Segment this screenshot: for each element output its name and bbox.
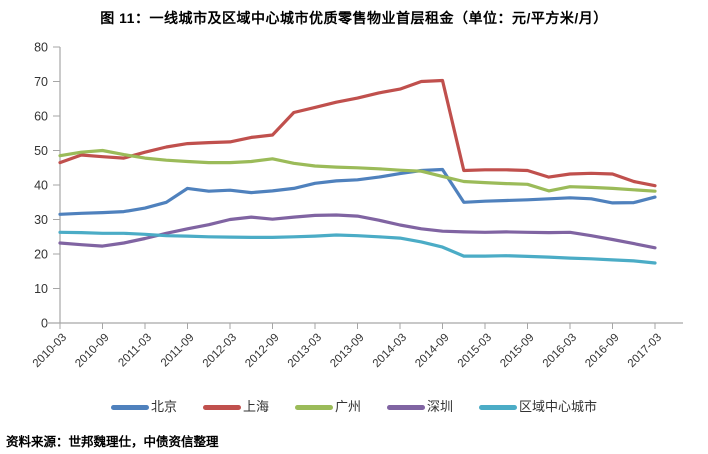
x-tick-label: 2012-03: [201, 332, 239, 370]
y-tick-label: 80: [34, 41, 48, 55]
y-tick-label: 40: [34, 179, 48, 193]
legend-item-shenzhen: 深圳: [387, 397, 453, 417]
y-tick-label: 10: [34, 282, 48, 296]
legend-label-regional-center-cities: 区域中心城市: [519, 399, 598, 414]
x-tick-label: 2010-03: [31, 332, 69, 370]
series-line-guangzhou: [58, 148, 657, 193]
legend-item-shanghai: 上海: [202, 397, 269, 417]
series-line-beijing: [58, 167, 657, 216]
legend-item-guangzhou: 广州: [294, 397, 361, 417]
legend-item-regional-center-cities: 区域中心城市: [479, 397, 597, 417]
chart-title: 图 11：一线城市及区域中心城市优质零售物业首层租金（单位：元/平方米/月）: [100, 10, 608, 26]
series-line-shenzhen: [58, 213, 657, 250]
legend-item-beijing: 北京: [110, 397, 177, 417]
x-tick-label: 2012-09: [243, 332, 281, 370]
chart-legend: 北京 上海 广州 深圳 区域中心城市: [0, 397, 708, 417]
legend-label-beijing: 北京: [150, 399, 177, 414]
x-tick-label: 2015-09: [498, 332, 536, 370]
legend-label-guangzhou: 广州: [334, 399, 361, 414]
y-tick-label: 20: [34, 248, 48, 262]
x-tick-label: 2011-03: [116, 332, 154, 370]
series-line-shanghai: [58, 78, 657, 188]
x-tick-label: 2011-09: [159, 332, 197, 370]
x-tick-label: 2013-09: [328, 332, 366, 370]
legend-swatch-regional-center-cities: [479, 404, 518, 410]
y-tick-label: 60: [34, 110, 48, 124]
legend-swatch-shenzhen: [387, 404, 425, 410]
y-tick-label: 70: [34, 75, 48, 89]
x-tick-label: 2015-03: [456, 332, 494, 370]
legend-swatch-guangzhou: [294, 404, 333, 410]
legend-swatch-shanghai: [202, 404, 241, 410]
x-tick-label: 2010-09: [73, 332, 111, 370]
y-tick-label: 0: [41, 317, 48, 331]
x-tick-label: 2017-03: [626, 332, 664, 370]
series-line-regional-center-cities: [58, 230, 657, 265]
x-tick-label: 2016-09: [583, 332, 621, 370]
x-tick-label: 2016-03: [541, 332, 579, 370]
legend-label-shanghai: 上海: [242, 399, 269, 414]
x-tick-label: 2013-03: [286, 332, 324, 370]
source-note: 资料来源：世邦魏理仕，中债资信整理: [6, 435, 219, 449]
legend-swatch-beijing: [110, 404, 149, 410]
y-tick-label: 50: [34, 144, 48, 158]
legend-label-shenzhen: 深圳: [427, 399, 454, 414]
x-tick-label: 2014-09: [413, 332, 451, 370]
y-tick-label: 30: [34, 213, 48, 227]
x-tick-label: 2014-03: [371, 332, 409, 370]
